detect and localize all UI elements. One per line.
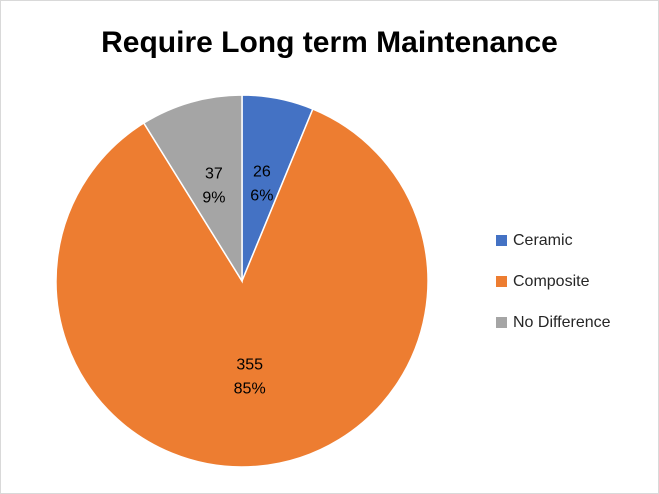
slice-percent-label-no-difference: 9% [202, 190, 225, 207]
pie-slice-composite [55, 108, 429, 468]
pie-slices [55, 94, 429, 468]
slice-percent-label-ceramic: 6% [250, 188, 273, 205]
slice-value-label-no-difference: 37 [205, 166, 223, 183]
legend-item-composite: Composite [496, 271, 611, 292]
slice-value-label-ceramic: 26 [253, 164, 271, 181]
slice-percent-label-composite: 85% [234, 381, 266, 398]
legend-label-composite: Composite [513, 272, 590, 290]
legend-item-ceramic: Ceramic [496, 230, 611, 251]
legend: Ceramic Composite No Difference [496, 230, 611, 353]
legend-swatch-composite [496, 276, 507, 287]
chart-title: Require Long term Maintenance [101, 26, 558, 59]
pie-slice-no-difference [142, 94, 243, 284]
legend-swatch-ceramic [496, 235, 507, 246]
legend-label-no-difference: No Difference [513, 313, 611, 331]
legend-label-ceramic: Ceramic [513, 231, 573, 249]
legend-swatch-no-difference [496, 317, 507, 328]
pie-labels: 26 6% 355 85% 37 9% [202, 164, 273, 398]
slice-value-label-composite: 355 [236, 357, 263, 374]
legend-item-no-difference: No Difference [496, 312, 611, 333]
